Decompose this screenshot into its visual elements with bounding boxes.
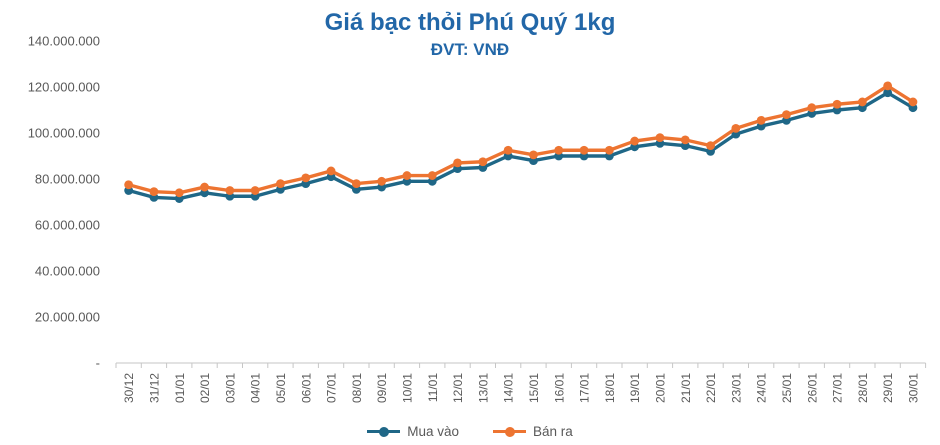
x-axis-label: 25/01	[780, 373, 794, 403]
legend-item-ban-ra: Bán ra	[493, 424, 573, 439]
data-point-ban-ra	[225, 186, 235, 195]
data-point-ban-ra	[351, 179, 361, 189]
x-axis-label: 27/01	[831, 373, 845, 403]
x-axis-label: 13/01	[476, 373, 490, 403]
data-point-ban-ra	[604, 145, 614, 155]
data-point-ban-ra	[630, 136, 640, 146]
data-point-ban-ra	[453, 158, 462, 168]
x-axis-label: 29/01	[881, 373, 895, 403]
y-axis-label: 120.000.000	[28, 80, 100, 95]
y-axis-label: 20.000.000	[35, 310, 100, 325]
data-point-ban-ra	[250, 186, 260, 195]
x-axis-label: 24/01	[755, 373, 769, 403]
series-line-mua-vao	[126, 91, 915, 201]
y-axis-label: 80.000.000	[35, 172, 100, 187]
x-axis-label: 30/12	[122, 373, 136, 403]
x-axis-label: 22/01	[704, 373, 718, 403]
x-axis-label: 07/01	[325, 373, 339, 403]
x-axis-label: 02/01	[198, 373, 212, 403]
x-axis-label: 03/01	[223, 373, 237, 403]
x-axis-label: 26/01	[805, 373, 819, 403]
data-point-ban-ra	[503, 145, 513, 155]
x-axis-label: 20/01	[653, 373, 667, 403]
data-point-ban-ra	[478, 157, 488, 167]
x-axis-label: 30/01	[906, 373, 920, 403]
data-point-ban-ra	[908, 97, 918, 107]
y-axis-label: -	[96, 356, 100, 371]
legend-marker-mua-vao-icon	[367, 426, 401, 437]
legend-label-ban-ra: Bán ra	[533, 424, 573, 439]
x-axis-label: 11/01	[426, 373, 440, 402]
x-axis-label: 15/01	[527, 373, 541, 403]
x-axis-label: 10/01	[400, 373, 414, 403]
data-point-ban-ra	[807, 103, 817, 113]
data-point-ban-ra	[427, 171, 437, 180]
data-point-ban-ra	[200, 182, 209, 192]
data-point-ban-ra	[326, 166, 336, 176]
x-axis-label: 09/01	[375, 373, 389, 403]
data-point-ban-ra	[579, 145, 589, 155]
x-axis-label: 28/01	[856, 373, 870, 403]
x-axis-label: 19/01	[628, 373, 642, 403]
x-axis-label: 14/01	[502, 373, 516, 403]
x-axis-label: 16/01	[552, 373, 566, 403]
y-axis-label: 100.000.000	[28, 126, 100, 141]
data-point-ban-ra	[301, 173, 311, 183]
data-point-ban-ra	[655, 133, 665, 143]
data-point-ban-ra	[756, 115, 766, 125]
legend-marker-ban-ra-icon	[493, 426, 526, 437]
x-axis-label: 21/01	[679, 373, 693, 403]
data-point-ban-ra	[402, 171, 412, 180]
x-axis-label: 05/01	[274, 373, 288, 403]
legend-item-mua-vao: Mua vào	[367, 424, 459, 439]
data-point-mua-vao	[883, 88, 893, 98]
data-point-ban-ra	[149, 187, 159, 197]
x-axis-label: 17/01	[578, 373, 592, 403]
y-axis-label: 60.000.000	[35, 218, 100, 233]
data-point-ban-ra	[554, 145, 564, 155]
x-axis-label: 12/01	[451, 373, 465, 403]
data-point-ban-ra	[832, 99, 842, 109]
data-point-ban-ra	[883, 81, 893, 91]
x-axis-label: 31/12	[147, 373, 161, 403]
x-axis-label: 01/01	[173, 373, 187, 403]
data-point-ban-ra	[731, 123, 741, 133]
y-axis-label: 40.000.000	[35, 264, 100, 279]
series-line-ban-ra	[126, 84, 915, 195]
y-axis-label: 140.000.000	[28, 34, 100, 49]
data-point-ban-ra	[174, 188, 184, 198]
x-axis-label: 08/01	[350, 373, 364, 403]
x-axis-label: 06/01	[299, 373, 313, 403]
x-axis-label: 04/01	[249, 373, 263, 403]
x-axis-label: 23/01	[729, 373, 743, 403]
x-axis-label: 18/01	[603, 373, 617, 403]
data-point-ban-ra	[529, 150, 538, 160]
data-point-ban-ra	[124, 180, 134, 190]
data-point-ban-ra	[276, 179, 285, 189]
data-point-ban-ra	[680, 135, 690, 145]
data-point-ban-ra	[706, 141, 715, 151]
legend-label-mua-vao: Mua vào	[407, 424, 459, 439]
chart-legend: Mua vào Bán ra	[0, 424, 940, 439]
data-point-ban-ra	[377, 176, 387, 186]
data-point-ban-ra	[782, 110, 791, 119]
data-point-ban-ra	[857, 97, 867, 107]
